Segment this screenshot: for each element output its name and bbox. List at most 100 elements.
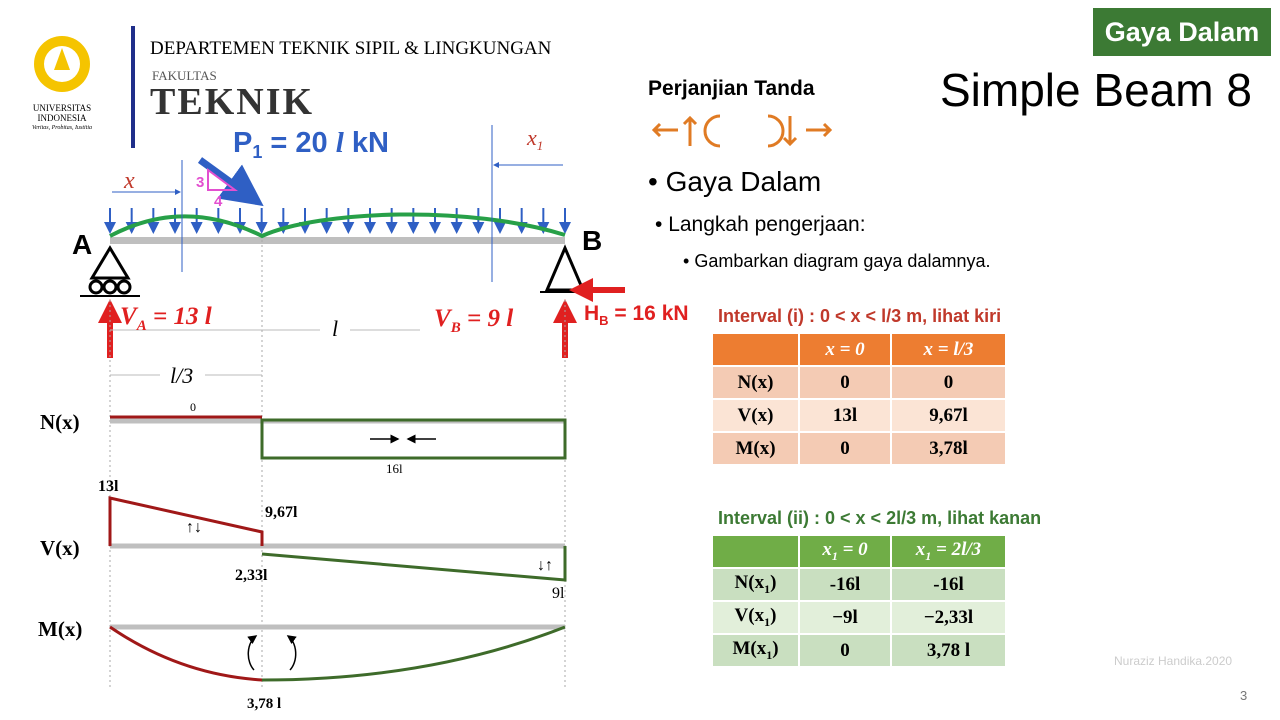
slope-label: 4 bbox=[214, 193, 223, 210]
slope-label: 3 bbox=[196, 174, 204, 191]
support-label: B bbox=[582, 225, 602, 256]
cell-text: V(x) bbox=[737, 404, 774, 426]
cell-text: ) bbox=[772, 638, 779, 660]
cell-text: x bbox=[825, 338, 835, 360]
department: DEPARTEMEN TEKNIK SIPIL & LINGKUNGAN bbox=[150, 38, 552, 59]
table-row: M(x1) 0 3,78 l bbox=[711, 633, 1007, 668]
sign-convention: Perjanjian Tanda bbox=[648, 77, 815, 100]
table-cell: 0 bbox=[798, 431, 892, 466]
table-cell: 13l bbox=[798, 398, 892, 433]
support-label: A bbox=[72, 229, 92, 260]
table-cell: N(x) bbox=[711, 365, 800, 400]
load-label: P1 = 20 l kN bbox=[233, 127, 389, 162]
cell-sub: 1 bbox=[766, 647, 773, 662]
cell-text: 0 bbox=[840, 371, 850, 393]
cell-text: 0 bbox=[840, 639, 850, 661]
slide-title: Simple Beam 8 bbox=[940, 64, 1252, 116]
cell-text: x bbox=[923, 338, 934, 360]
cell-text: M(x bbox=[732, 638, 767, 660]
header-cell: x = l/3 bbox=[890, 332, 1007, 367]
header-cell bbox=[711, 332, 800, 367]
diagram-label: V(x) bbox=[40, 536, 80, 560]
cell-text: x bbox=[915, 539, 926, 561]
university-line: INDONESIA bbox=[37, 113, 87, 123]
table-cell: 3,78 l bbox=[890, 633, 1007, 668]
university-line: UNIVERSITAS bbox=[32, 103, 92, 113]
table-cell: -16l bbox=[798, 567, 892, 602]
cell-text: −2,33l bbox=[923, 606, 974, 628]
header-cell: x = 0 bbox=[798, 332, 892, 367]
interval-title: Interval (i) : 0 < x < l/3 m, lihat kiri bbox=[718, 306, 1002, 326]
v-value: 9,67l bbox=[265, 504, 298, 521]
cell-text: V(x bbox=[734, 605, 765, 627]
sign-icons bbox=[651, 114, 833, 148]
shear-sign: ↓↑ bbox=[537, 557, 553, 574]
cell-sub: 1 bbox=[764, 614, 771, 629]
table-cell: V(x1) bbox=[711, 600, 800, 635]
table-cell: −2,33l bbox=[890, 600, 1007, 635]
n-value: 16l bbox=[386, 461, 403, 476]
va-label: VA = 13 l bbox=[120, 303, 212, 334]
table-row: N(x1) -16l -16l bbox=[711, 567, 1007, 602]
cell-text: ) bbox=[770, 572, 777, 594]
cell-sub: 1 bbox=[764, 581, 771, 596]
cell-text: N(x) bbox=[737, 371, 774, 393]
cell-text: = 2l/3 bbox=[931, 539, 982, 561]
table-cell: 0 bbox=[890, 365, 1007, 400]
table-cell: V(x) bbox=[711, 398, 800, 433]
cell-text: = 0 bbox=[834, 338, 865, 360]
table-cell: 0 bbox=[798, 365, 892, 400]
table-cell: M(x) bbox=[711, 431, 800, 466]
page-number: 3 bbox=[1240, 688, 1248, 703]
v-value: 2,33l bbox=[235, 567, 268, 584]
table-cell: N(x1) bbox=[711, 567, 800, 602]
v-value: 13l bbox=[98, 478, 119, 495]
v-value: 9l bbox=[552, 585, 565, 602]
faculty-small: FAKULTAS bbox=[152, 68, 217, 83]
table-row: M(x) 0 3,78l bbox=[711, 431, 1007, 466]
span-label: l bbox=[332, 316, 338, 341]
motto: Veritas, Probitas, Iustitia bbox=[31, 125, 93, 131]
table-row: V(x1) −9l −2,33l bbox=[711, 600, 1007, 635]
badge: Gaya Dalam bbox=[1093, 8, 1271, 56]
cell-text: 0 bbox=[840, 437, 850, 459]
faculty: TEKNIK bbox=[150, 81, 315, 123]
cell-text: 13l bbox=[832, 404, 858, 426]
n-value: 0 bbox=[190, 400, 196, 414]
cell-text: = 0 bbox=[837, 539, 868, 561]
table-cell: -16l bbox=[890, 567, 1007, 602]
m-value: 3,78 l bbox=[247, 696, 281, 712]
bullet-3: • Gambarkan diagram gaya dalamnya. bbox=[683, 251, 991, 271]
table-row: V(x) 13l 9,67l bbox=[711, 398, 1007, 433]
cell-sub: 1 bbox=[831, 548, 838, 563]
table-cell: −9l bbox=[798, 600, 892, 635]
cell-text: = l/3 bbox=[933, 338, 974, 360]
cell-text: -16l bbox=[933, 573, 964, 595]
cell-text: -16l bbox=[829, 573, 861, 595]
cell-text: 3,78 l bbox=[926, 639, 971, 661]
divider bbox=[131, 26, 135, 148]
cell-text: N(x bbox=[734, 572, 765, 594]
header-cell: x1 = 2l/3 bbox=[890, 534, 1007, 569]
hb-label: HB = 16 kN bbox=[584, 302, 689, 328]
table-cell: 0 bbox=[798, 633, 892, 668]
logo bbox=[34, 36, 90, 92]
interval-table: x1 = 0 x1 = 2l/3 N(x1) -16l -16l V(x1) −9l −2,3… bbox=[711, 534, 1007, 668]
university: UNIVERSITAS INDONESIA Veritas, Probitas,… bbox=[22, 103, 102, 133]
bullet-1: • Gaya Dalam bbox=[648, 166, 822, 197]
table-cell: 3,78l bbox=[890, 431, 1007, 466]
header-row: x1 = 0 x1 = 2l/3 bbox=[711, 534, 1007, 569]
cell-text: 9,67l bbox=[929, 404, 968, 426]
beam-diagram: P1 = 20 l kN 3 4 x x1 A B VA = 13 l VB =… bbox=[38, 125, 689, 712]
x-label: x bbox=[123, 168, 135, 194]
interval-title: Interval (ii) : 0 < x < 2l/3 m, lihat ka… bbox=[718, 508, 1042, 528]
author: Nuraziz Handika.2020 bbox=[1114, 654, 1233, 668]
table-cell: 9,67l bbox=[890, 398, 1007, 433]
diagram-label: M(x) bbox=[38, 617, 82, 641]
bullet-text: Gambarkan diagram gaya dalamnya. bbox=[694, 251, 991, 271]
header-cell: x1 = 0 bbox=[798, 534, 892, 569]
cell-text: −9l bbox=[832, 606, 858, 628]
shear-sign: ↑↓ bbox=[186, 519, 202, 536]
